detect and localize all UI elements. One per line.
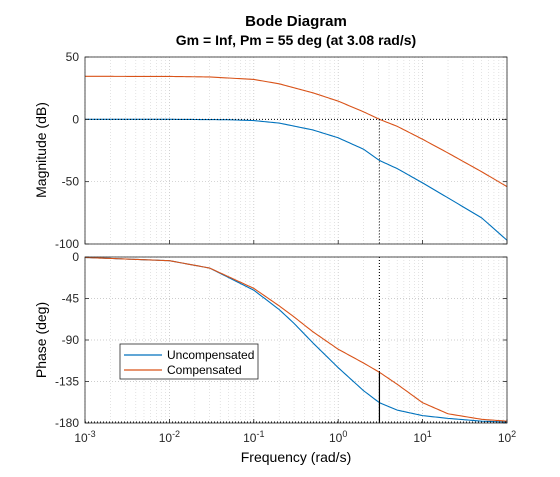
phase-y-tick-label: -45 bbox=[62, 292, 80, 306]
x-tick-label: 10-2 bbox=[159, 429, 180, 445]
phase-panel: 0 -45 -90 -135 -180 Phase (deg) bbox=[33, 250, 508, 430]
magnitude-y-ticks: 50 0 -50 -100 bbox=[55, 50, 507, 251]
x-tick-label: 100 bbox=[329, 429, 347, 445]
magnitude-panel: 50 0 -50 -100 Magnitude (dB) bbox=[33, 50, 508, 251]
phase-y-tick-label: -90 bbox=[62, 333, 80, 347]
magnitude-y-label: Magnitude (dB) bbox=[33, 102, 49, 198]
x-tick-label: 10-3 bbox=[74, 429, 95, 445]
magnitude-y-tick-label: -100 bbox=[55, 237, 79, 251]
x-tick-label: 10-1 bbox=[243, 429, 264, 445]
legend-box bbox=[119, 343, 259, 380]
phase-y-tick-label: -180 bbox=[55, 416, 79, 430]
x-tick-label: 101 bbox=[413, 429, 431, 445]
magnitude-lines bbox=[84, 75, 508, 241]
magnitude-line-compensated bbox=[84, 75, 508, 188]
phase-y-tick-label: -135 bbox=[55, 375, 79, 389]
phase-margin-marker bbox=[85, 257, 507, 423]
chart-title: Bode Diagram bbox=[245, 13, 347, 30]
phase-y-label: Phase (deg) bbox=[33, 302, 49, 378]
x-tick-labels: 10-3 10-2 10-1 100 101 102 bbox=[74, 240, 516, 445]
phase-y-tick-label: 0 bbox=[72, 250, 79, 264]
legend-label-uncompensated: Uncompensated bbox=[167, 348, 254, 362]
phase-line-compensated bbox=[84, 256, 508, 422]
legend: Uncompensated Compensated bbox=[119, 343, 259, 380]
magnitude-y-tick-label: 50 bbox=[66, 50, 80, 64]
magnitude-y-tick-label: 0 bbox=[72, 112, 79, 126]
phase-y-ticks: 0 -45 -90 -135 -180 bbox=[55, 250, 507, 430]
x-axis-label: Frequency (rad/s) bbox=[241, 449, 351, 465]
magnitude-line-uncompensated bbox=[85, 118, 508, 241]
legend-label-compensated: Compensated bbox=[167, 363, 242, 377]
magnitude-crossover-marker bbox=[85, 118, 507, 244]
phase-lines bbox=[84, 256, 508, 423]
magnitude-y-tick-label: -50 bbox=[62, 175, 80, 189]
x-tick-label: 102 bbox=[498, 429, 516, 445]
magnitude-axes-box bbox=[84, 56, 508, 245]
chart-subtitle: Gm = Inf, Pm = 55 deg (at 3.08 rad/s) bbox=[176, 32, 416, 48]
